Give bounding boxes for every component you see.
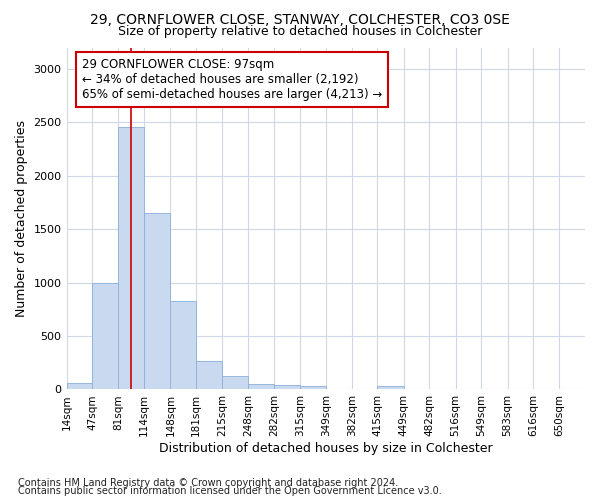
Bar xyxy=(248,384,274,390)
Bar xyxy=(144,213,170,390)
Bar xyxy=(326,389,352,390)
Text: 29 CORNFLOWER CLOSE: 97sqm
← 34% of detached houses are smaller (2,192)
65% of s: 29 CORNFLOWER CLOSE: 97sqm ← 34% of deta… xyxy=(82,58,382,101)
Bar xyxy=(274,385,300,390)
Text: Contains HM Land Registry data © Crown copyright and database right 2024.: Contains HM Land Registry data © Crown c… xyxy=(18,478,398,488)
Bar xyxy=(118,126,144,390)
Bar xyxy=(300,386,326,390)
Text: 29, CORNFLOWER CLOSE, STANWAY, COLCHESTER, CO3 0SE: 29, CORNFLOWER CLOSE, STANWAY, COLCHESTE… xyxy=(90,12,510,26)
Bar xyxy=(170,301,196,390)
Text: Size of property relative to detached houses in Colchester: Size of property relative to detached ho… xyxy=(118,25,482,38)
Bar xyxy=(67,383,92,390)
Y-axis label: Number of detached properties: Number of detached properties xyxy=(15,120,28,317)
Bar xyxy=(377,386,404,390)
Bar xyxy=(92,282,118,390)
Bar xyxy=(223,376,248,390)
Bar xyxy=(196,360,223,390)
X-axis label: Distribution of detached houses by size in Colchester: Distribution of detached houses by size … xyxy=(159,442,493,455)
Text: Contains public sector information licensed under the Open Government Licence v3: Contains public sector information licen… xyxy=(18,486,442,496)
